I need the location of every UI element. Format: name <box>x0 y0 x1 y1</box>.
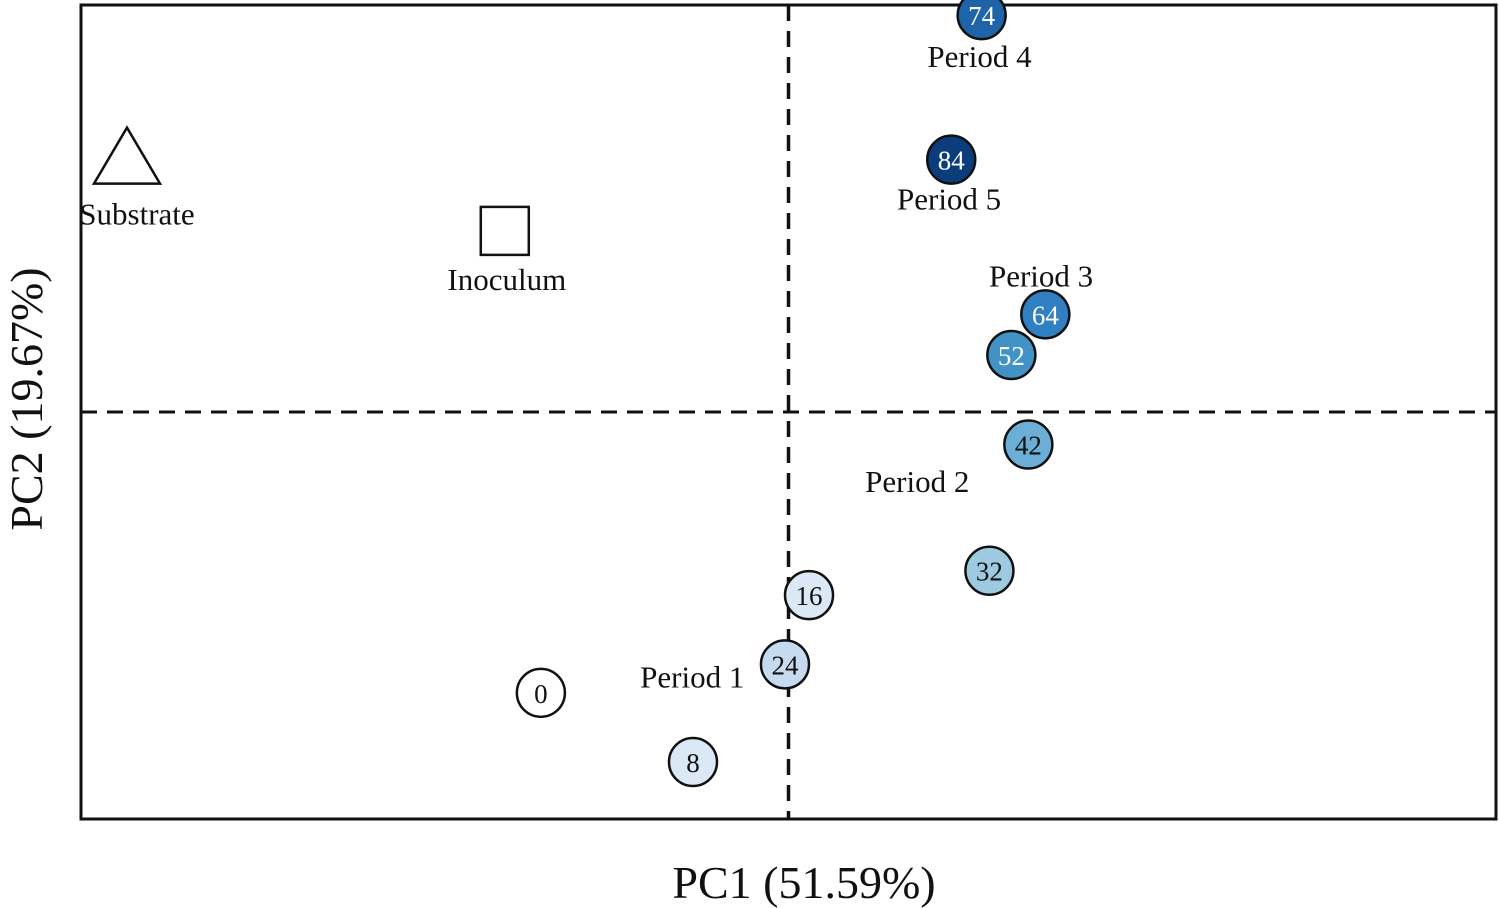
data-point-day-52 <box>986 329 1037 381</box>
data-point-day-24 <box>759 639 811 690</box>
data-point-day-0 <box>515 667 567 719</box>
plot-area: Substrate Inoculum Period 1 Period 2 Period … <box>79 0 1498 821</box>
data-point-day-16 <box>783 569 835 621</box>
x-axis-title: PC1 (51.59%) <box>672 857 935 908</box>
data-point-day-74 <box>956 0 1007 41</box>
data-point-label: 32 <box>976 557 1003 587</box>
data-point-day-32 <box>964 545 1015 596</box>
data-point-label: 64 <box>1032 300 1060 330</box>
period-annotation: Period 1 <box>640 660 744 695</box>
period-annotation: Period 3 <box>989 259 1093 294</box>
data-point-day-42 <box>1003 419 1054 470</box>
data-point-label: 74 <box>968 1 996 31</box>
data-point-day-8 <box>667 736 719 788</box>
inoculum-label: Inoculum <box>447 262 566 297</box>
data-point-day-64 <box>1020 289 1071 340</box>
data-point-label: 0 <box>534 679 548 709</box>
inoculum-square-marker <box>479 205 531 257</box>
period-annotation: Period 4 <box>927 39 1032 74</box>
data-point-day-84 <box>925 134 977 185</box>
data-point-label: 16 <box>796 581 823 611</box>
data-point-label: 84 <box>938 146 966 176</box>
period-annotation: Period 5 <box>897 181 1001 216</box>
data-point-label: 8 <box>686 748 700 778</box>
period-annotation: Period 2 <box>865 464 969 499</box>
substrate-triangle-marker <box>91 125 163 185</box>
data-point-label: 24 <box>771 650 799 680</box>
y-axis-title: PC2 (19.67%) <box>1 267 52 530</box>
substrate-label: Substrate <box>79 197 194 232</box>
data-point-label: 42 <box>1015 431 1042 461</box>
data-point-label: 52 <box>998 341 1025 371</box>
